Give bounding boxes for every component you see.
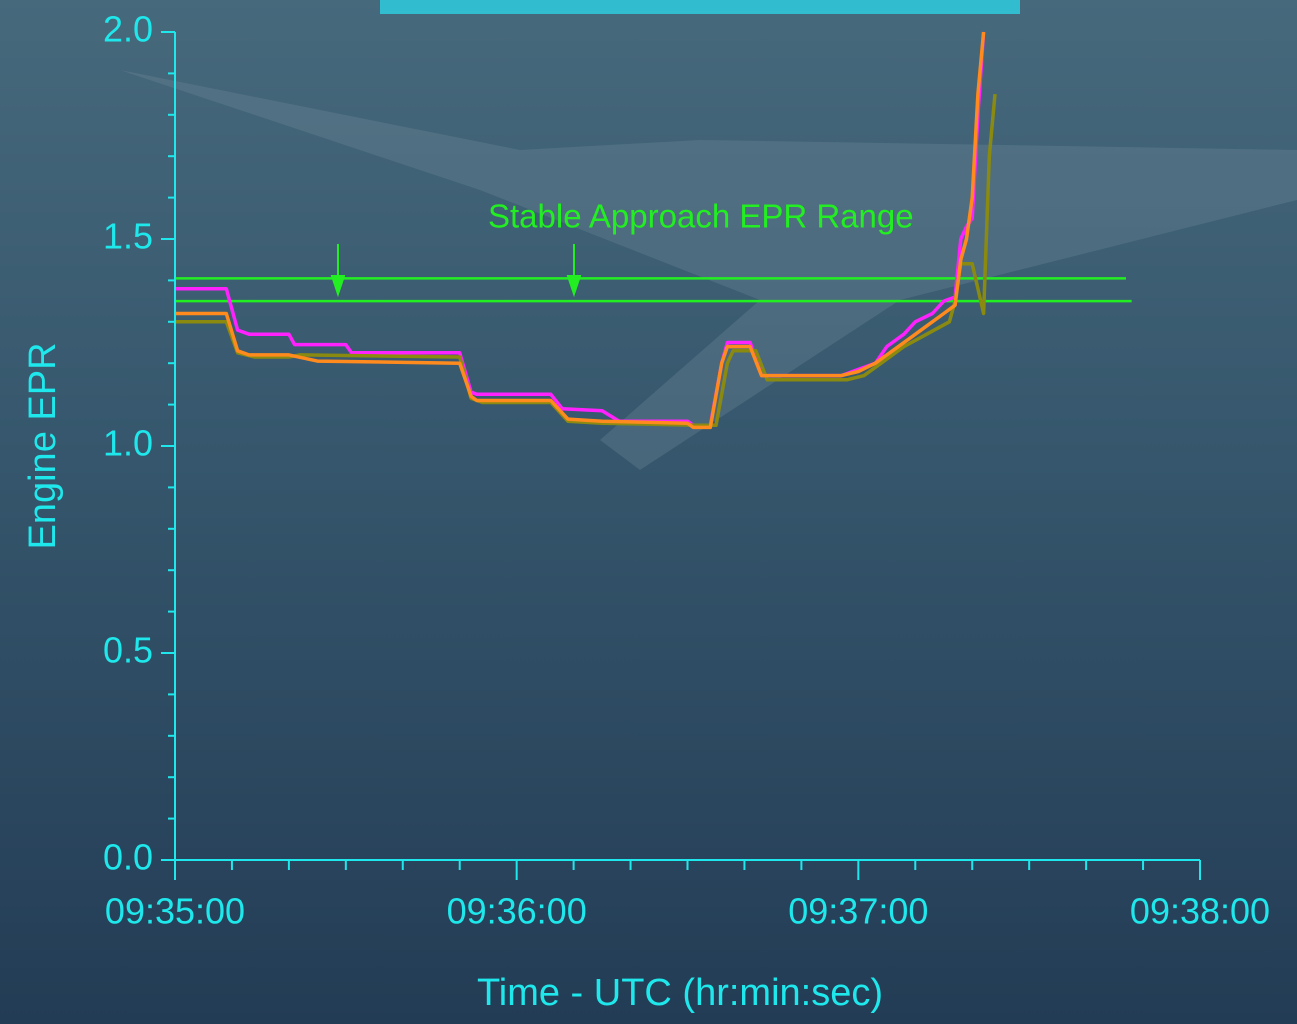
aircraft-silhouette (120, 70, 1297, 470)
x-tick-label: 09:37:00 (788, 891, 928, 932)
y-axis-title: Engine EPR (22, 342, 64, 549)
x-tick-label: 09:38:00 (1130, 891, 1270, 932)
x-tick-label: 09:35:00 (105, 891, 245, 932)
title-box (380, 0, 1020, 14)
y-tick-label: 0.5 (103, 630, 153, 671)
x-tick-label: 09:36:00 (447, 891, 587, 932)
y-tick-label: 2.0 (103, 9, 153, 50)
series-line (175, 31, 986, 430)
y-tick-label: 0.0 (103, 837, 153, 878)
x-axis-title: Time - UTC (hr:min:sec) (477, 972, 883, 1014)
y-tick-label: 1.5 (103, 216, 153, 257)
annotation: Stable Approach EPR Range (488, 198, 914, 235)
annotation-arrows (330, 244, 582, 298)
y-tick-label: 1.0 (103, 423, 153, 464)
